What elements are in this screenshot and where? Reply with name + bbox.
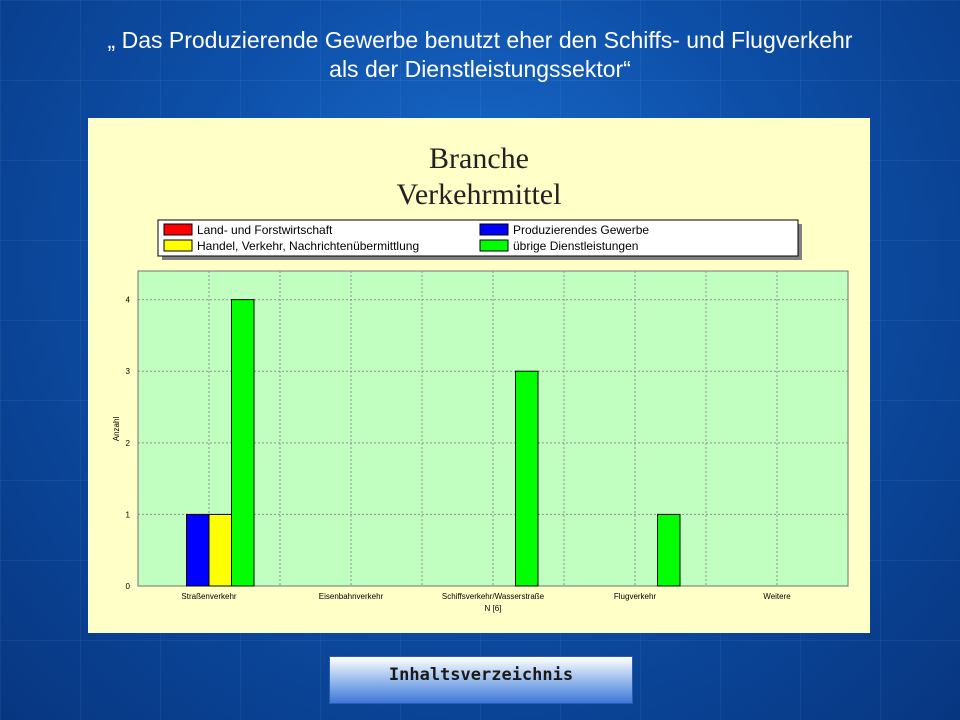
table-of-contents-label: Inhaltsverzeichnis — [388, 665, 574, 685]
table-of-contents-button[interactable]: Inhaltsverzeichnis — [329, 656, 633, 704]
bar-4-4 — [657, 513, 681, 587]
bar-4-3 — [515, 370, 539, 587]
bar-2-1 — [186, 513, 210, 587]
x-tick-label: Straßenverkehr — [181, 592, 236, 601]
legend-swatch-3 — [163, 239, 193, 252]
x-tick-label: Schiffsverkehr/Wasserstraße — [442, 592, 545, 601]
x-tick-label: Eisenbahnverkehr — [319, 592, 384, 601]
y-axis-label: Anzahl — [112, 417, 121, 442]
y-tick-label: 2 — [126, 439, 131, 448]
y-tick-label: 3 — [126, 367, 131, 376]
slide-title: „ Das Produzierende Gewerbe benutzt eher… — [0, 26, 960, 84]
x-axis-ticks: Straßenverkehr Eisenbahnverkehr Schiffsver… — [181, 592, 791, 601]
chart-title-line-1: Branche — [429, 142, 529, 175]
x-tick-label: Weitere — [763, 592, 791, 601]
y-tick-label: 4 — [126, 296, 131, 305]
legend-label-4: übrige Dienstleistungen — [513, 239, 638, 253]
legend-label-1: Land- und Forstwirtschaft — [197, 223, 333, 237]
chart-panel: Branche Verkehrmittel Land- und Forstwir… — [88, 118, 870, 633]
y-tick-label: 0 — [126, 582, 131, 591]
legend-swatch-1 — [163, 223, 193, 236]
bars — [186, 299, 681, 587]
bar-4-1 — [231, 299, 255, 587]
chart-legend: Land- und Forstwirtschaft Produzierendes … — [157, 219, 802, 260]
legend-label-3: Handel, Verkehr, Nachrichtenübermittlung — [197, 239, 419, 253]
legend-label-2: Produzierendes Gewerbe — [513, 223, 649, 237]
slide-title-line-2: als der Dienstleistungssektor“ — [329, 56, 631, 82]
slide-title-line-1: „ Das Produzierende Gewerbe benutzt eher… — [107, 27, 853, 53]
grid-lines — [138, 271, 848, 586]
legend-swatch-2 — [479, 223, 509, 236]
bar-chart: Branche Verkehrmittel Land- und Forstwir… — [112, 142, 849, 613]
y-axis-ticks: 0 1 2 3 4 — [126, 296, 131, 591]
y-tick-label: 1 — [126, 510, 131, 519]
legend-swatch-4 — [479, 239, 509, 252]
bar-3-1 — [208, 513, 232, 587]
x-axis-label: N [6] — [485, 604, 502, 613]
x-tick-label: Flugverkehr — [614, 592, 657, 601]
chart-title-line-2: Verkehrmittel — [397, 178, 562, 211]
